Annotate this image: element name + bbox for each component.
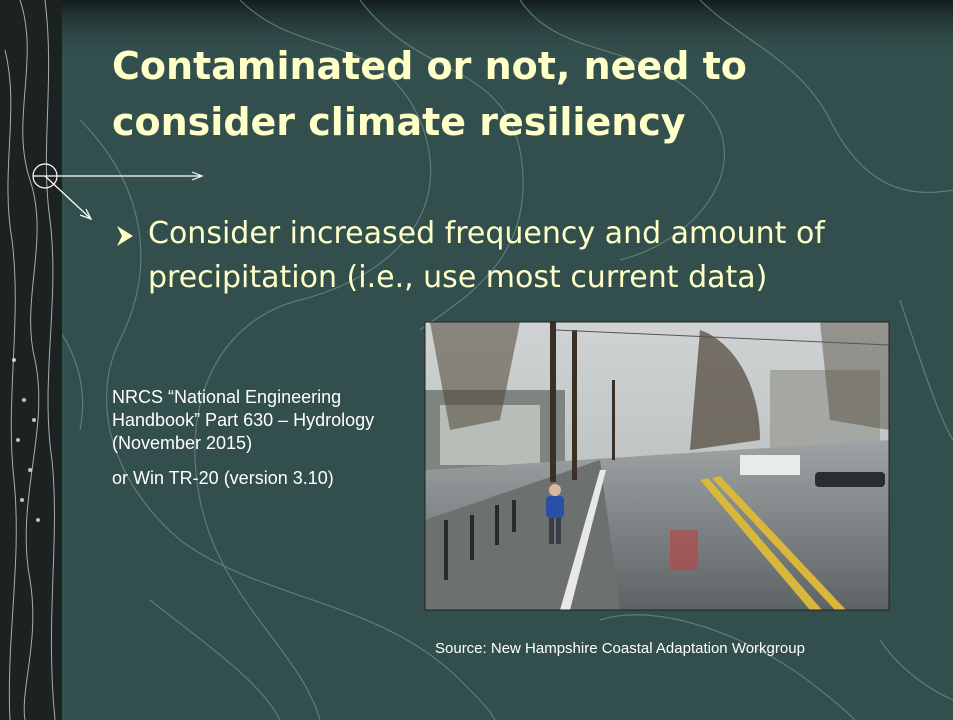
bullet-text: Consider increased frequency and amount …: [148, 212, 825, 300]
photo: [425, 322, 889, 610]
bullet-line: precipitation (i.e., use most current da…: [148, 256, 825, 300]
photo-caption: Source: New Hampshire Coastal Adaptation…: [435, 640, 805, 657]
slide: {"title_lines": ["Contaminated or not, n…: [0, 0, 953, 720]
title-line: consider climate resiliency: [112, 94, 747, 150]
note: NRCS “National Engineering Handbook” Par…: [112, 386, 397, 455]
note: or Win TR-20 (version 3.10): [112, 467, 397, 490]
bullet-marker: [117, 226, 133, 246]
slide-title: Contaminated or not, need to consider cl…: [112, 38, 747, 150]
bullet-line: Consider increased frequency and amount …: [148, 212, 825, 256]
side-notes: NRCS “National Engineering Handbook” Par…: [112, 386, 397, 502]
title-line: Contaminated or not, need to: [112, 38, 747, 94]
map-strip: [0, 0, 62, 720]
